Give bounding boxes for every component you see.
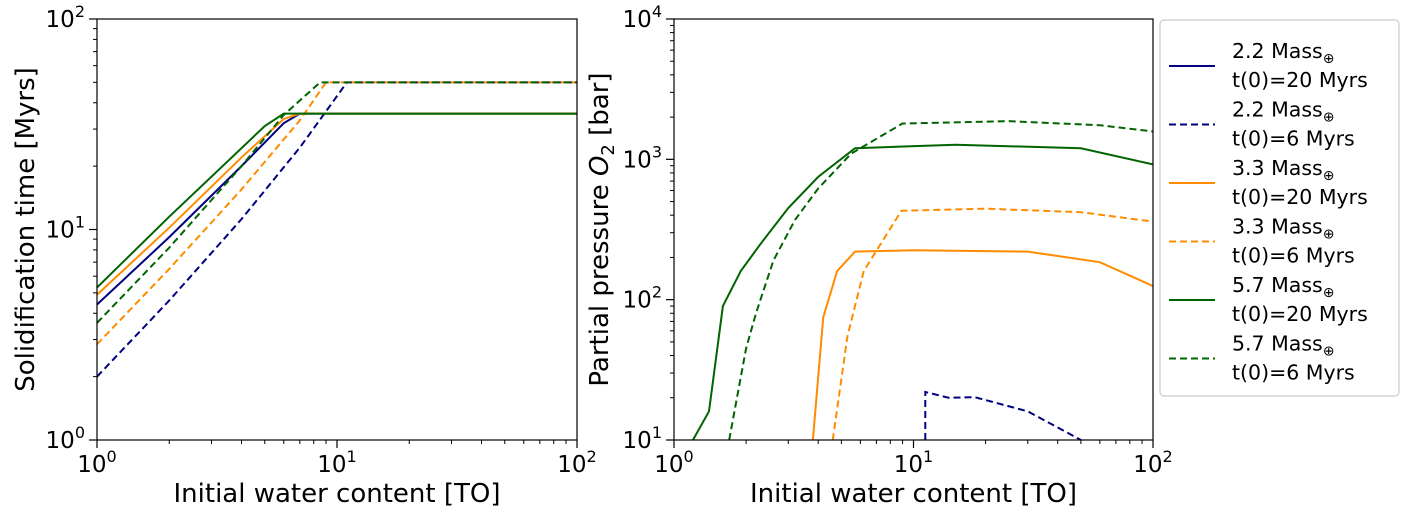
axes-frame: [673, 18, 1154, 441]
series-line-6: [97, 81, 577, 324]
legend-mass: 2.2 Mass: [1232, 98, 1323, 122]
series-group: [692, 120, 1153, 440]
tick-exp: 0: [107, 447, 117, 466]
legend-symbol: ⊕: [1323, 51, 1335, 67]
tick-exp: 1: [347, 447, 357, 466]
series-line-6: [728, 120, 1153, 440]
legend-sublabel-5: t(0)=20 Myrs: [1232, 302, 1368, 326]
tick-base: 10: [46, 7, 75, 33]
legend-mass: 3.3 Mass: [1232, 215, 1323, 239]
legend-mass: 5.7 Mass: [1232, 273, 1323, 297]
legend-symbol: ⊕: [1323, 344, 1335, 360]
series-line-2: [924, 390, 1082, 440]
tick-base: 10: [317, 452, 346, 478]
x-axis-label: Initial water content [TO]: [174, 479, 501, 508]
series-line-5: [97, 112, 577, 289]
series-line-4: [97, 81, 577, 345]
y-tick-label: 100: [46, 423, 85, 454]
y-axis-label: Solidification time [Myrs]: [11, 67, 41, 392]
tick-exp: 2: [587, 447, 597, 466]
ylabel-unit: [bar]: [585, 72, 615, 144]
x-tick-label: 100: [654, 447, 693, 478]
x-axis-label: Initial water content [TO]: [750, 479, 1077, 508]
tick-exp: 3: [652, 142, 662, 161]
tick-base: 10: [654, 452, 683, 478]
legend-sublabel-6: t(0)=6 Myrs: [1232, 361, 1355, 385]
legend-sublabel-3: t(0)=20 Myrs: [1232, 185, 1368, 209]
x-tick-label: 101: [894, 447, 933, 478]
tick-base: 10: [623, 428, 652, 454]
tick-exp: 1: [923, 447, 933, 466]
x-tick-label: 101: [317, 447, 356, 478]
series-line-2: [97, 81, 577, 378]
legend-label-2: 2.2 Mass⊕: [1232, 98, 1334, 126]
tick-base: 10: [46, 218, 75, 244]
tick-base: 10: [1133, 452, 1162, 478]
x-tick-label: 102: [1133, 447, 1172, 478]
y-tick-label: 102: [46, 2, 85, 33]
series-line-4: [831, 207, 1153, 440]
tick-base: 10: [894, 452, 923, 478]
y-axis-label: Partial pressure O2 [bar]: [585, 72, 619, 386]
tick-exp: 1: [75, 213, 85, 232]
series-line-3: [97, 112, 577, 296]
legend-symbol: ⊕: [1323, 227, 1335, 243]
legend-label-5: 5.7 Mass⊕: [1232, 273, 1334, 301]
tick-exp: 2: [652, 283, 662, 302]
y-tick-label: 101: [623, 423, 662, 454]
x-tick-label: 100: [77, 447, 116, 478]
legend-symbol: ⊕: [1323, 285, 1335, 301]
y-tick-label: 101: [46, 213, 85, 244]
legend-mass: 5.7 Mass: [1232, 332, 1323, 356]
tick-exp: 4: [652, 2, 662, 21]
ylabel-sub: 2: [598, 144, 619, 155]
series-line-3: [811, 249, 1153, 440]
legend-label-1: 2.2 Mass⊕: [1232, 39, 1334, 67]
tick-base: 10: [77, 452, 106, 478]
legend-sublabel-4: t(0)=6 Myrs: [1232, 244, 1355, 268]
tick-exp: 0: [684, 447, 694, 466]
y-tick-label: 102: [623, 283, 662, 314]
legend-label-6: 5.7 Mass⊕: [1232, 332, 1334, 360]
tick-base: 10: [557, 452, 586, 478]
legend-mass: 3.3 Mass: [1232, 156, 1323, 180]
legend-mass: 2.2 Mass: [1232, 39, 1323, 63]
y-tick-label: 103: [623, 142, 662, 173]
legend-box: [1159, 19, 1400, 397]
tick-base: 10: [623, 147, 652, 173]
tick-base: 10: [623, 7, 652, 33]
legend-label-4: 3.3 Mass⊕: [1232, 215, 1334, 243]
series-group: [97, 81, 577, 378]
tick-base: 10: [623, 288, 652, 314]
ylabel-symbol: O: [585, 156, 615, 176]
tick-exp: 2: [1163, 447, 1173, 466]
x-tick-label: 102: [557, 447, 596, 478]
legend-symbol: ⊕: [1323, 110, 1335, 126]
tick-exp: 1: [652, 423, 662, 442]
legend-sublabel-1: t(0)=20 Myrs: [1232, 68, 1368, 92]
legend-label-3: 3.3 Mass⊕: [1232, 156, 1334, 184]
ylabel-main: Partial pressure: [585, 176, 615, 387]
tick-exp: 2: [75, 2, 85, 21]
series-line-1: [97, 112, 577, 306]
series-line-5: [692, 143, 1153, 440]
legend-symbol: ⊕: [1323, 168, 1335, 184]
y-tick-label: 104: [623, 2, 662, 33]
tick-base: 10: [46, 428, 75, 454]
legend-sublabel-2: t(0)=6 Myrs: [1232, 127, 1355, 151]
tick-exp: 0: [75, 423, 85, 442]
